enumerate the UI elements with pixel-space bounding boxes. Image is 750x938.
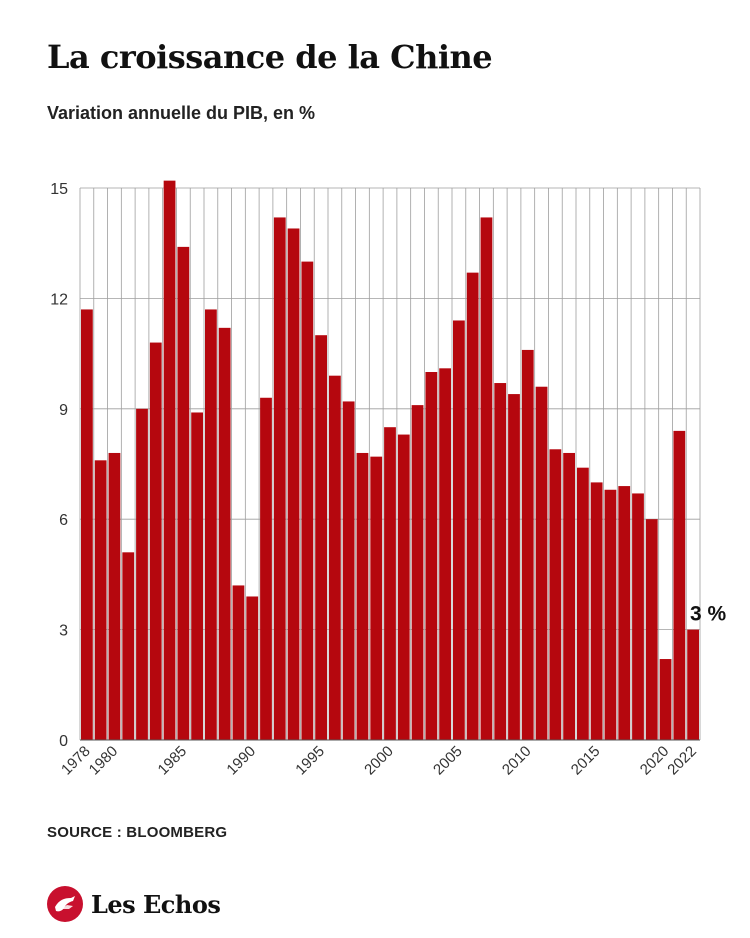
x-tick-label: 2005 [430, 743, 466, 779]
brand-logo: Les Echos [47, 886, 221, 922]
bar [549, 449, 562, 740]
bar [494, 383, 507, 740]
bar [136, 408, 148, 740]
chart-title: La croissance de la Chine [47, 38, 493, 76]
bar [590, 482, 603, 740]
x-tick-label: 2015 [568, 743, 604, 779]
bar [163, 180, 176, 740]
source-note: SOURCE : BLOOMBERG [47, 824, 228, 841]
bar [604, 489, 617, 740]
bar [659, 659, 672, 740]
bar [439, 368, 451, 740]
bar [81, 309, 93, 740]
bar [191, 412, 203, 740]
bar [384, 427, 396, 740]
bar [232, 585, 245, 740]
bar [577, 467, 589, 740]
x-tick-label: 1995 [292, 743, 328, 779]
bar [453, 320, 465, 740]
bar [122, 552, 135, 740]
bar [301, 261, 314, 740]
bar [425, 372, 438, 740]
brand-name: Les Echos [91, 889, 221, 919]
x-tick-label: 2020 [637, 743, 673, 779]
bar [94, 460, 107, 740]
bar [315, 335, 327, 740]
y-tick-label: 3 [59, 623, 68, 640]
bar [508, 394, 520, 740]
bar [260, 397, 272, 740]
bar [618, 486, 631, 740]
bar [329, 375, 341, 740]
annotation-label: 3 % [690, 603, 727, 626]
bar [370, 456, 383, 740]
bar [342, 401, 355, 740]
bar [273, 217, 286, 740]
bar [287, 228, 300, 740]
bar [246, 596, 259, 740]
x-tick-label: 2010 [499, 743, 535, 779]
bar [673, 430, 686, 740]
bar [218, 327, 231, 740]
bar [563, 452, 575, 740]
bar [535, 386, 548, 740]
bar [397, 434, 410, 740]
bar [356, 452, 369, 740]
y-tick-label: 12 [50, 291, 68, 308]
bar [645, 519, 658, 740]
chart-subtitle: Variation annuelle du PIB, en % [47, 103, 316, 123]
x-tick-label: 2000 [361, 743, 397, 779]
bar [521, 349, 534, 740]
y-tick-label: 15 [50, 181, 68, 198]
bar [466, 272, 479, 740]
bar [687, 629, 699, 740]
y-tick-label: 0 [59, 733, 68, 750]
x-tick-label: 2022 [664, 743, 700, 779]
bar [632, 493, 644, 740]
les-echos-logo-icon [47, 886, 83, 922]
bar [149, 342, 162, 740]
bar [205, 309, 217, 740]
x-tick-label: 1985 [155, 743, 191, 779]
bar [108, 452, 121, 740]
bar [411, 405, 424, 740]
x-tick-label: 1990 [223, 743, 259, 779]
x-tick-label: 1980 [86, 743, 122, 779]
y-tick-label: 6 [59, 512, 68, 529]
y-tick-label: 9 [59, 402, 68, 419]
bar [480, 217, 493, 740]
bar [177, 246, 190, 740]
